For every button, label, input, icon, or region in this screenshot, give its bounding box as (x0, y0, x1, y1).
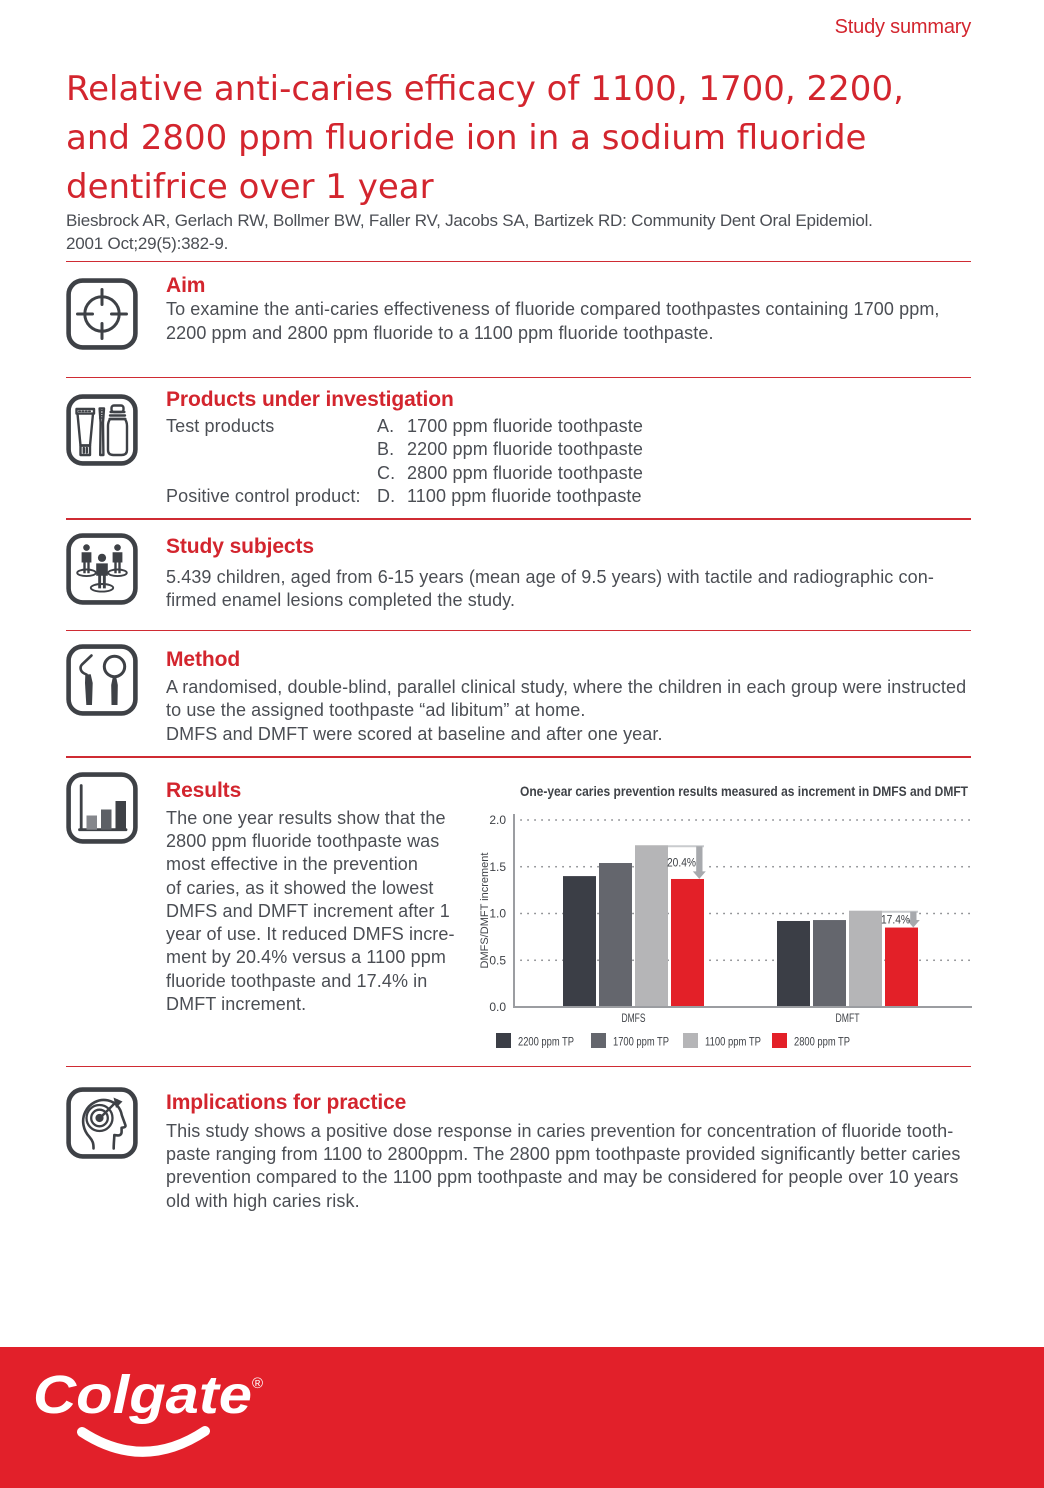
bar-chart-icon (66, 771, 138, 844)
section-divider (66, 1065, 971, 1068)
product-row-text: 2200 ppm fluoride toothpaste (407, 439, 643, 460)
section-heading-aim: Aim (166, 274, 206, 298)
product-row-letter: B. (377, 439, 395, 460)
legend-swatch-2800-ppm-TP (772, 1032, 787, 1048)
product-row: B. 2200 ppm fluoride toothpaste (166, 438, 996, 461)
section-heading-results: Results (166, 779, 242, 803)
section-heading-products: Products under investigation (166, 387, 454, 411)
legend-label: 2200 ppm TP (518, 1034, 574, 1048)
section-subjects: Study subjects 5.439 children, aged from… (66, 518, 971, 629)
product-row-letter: C. (377, 462, 396, 483)
legend-label: 1100 ppm TP (705, 1034, 761, 1048)
bar-DMFT-1100-ppm-TP (849, 910, 882, 1006)
section-divider (66, 518, 971, 520)
product-row-label: Test products (166, 416, 275, 437)
section-divider (66, 260, 971, 263)
y-tick-label: 0.0 (489, 1000, 506, 1014)
section-heading-subjects: Study subjects (166, 535, 314, 559)
colgate-logo: Colgate ® (33, 1365, 263, 1457)
section-divider (66, 376, 971, 379)
bar-DMFS-2200-ppm-TP (563, 876, 596, 1006)
head-target-icon (66, 1086, 138, 1159)
product-row-text: 1100 ppm fluoride toothpaste (407, 486, 642, 507)
target-icon (66, 277, 138, 350)
bar-DMFT-1700-ppm-TP (813, 920, 846, 1006)
annotation-arrow-head (692, 871, 706, 879)
bar-DMFS-1100-ppm-TP (635, 845, 668, 1006)
bar-DMFS-2800-ppm-TP (671, 878, 704, 1006)
colgate-logo-text: Colgate (33, 1365, 252, 1425)
aim-text: To examine the anti-caries effectiveness… (166, 299, 940, 343)
results-bar-chart: One-year caries prevention results measu… (479, 783, 973, 1048)
annotation-box (882, 910, 918, 928)
x-axis-label: DMFS (622, 1011, 646, 1025)
y-tick-label: 1.0 (489, 906, 506, 920)
x-axis-label: DMFT (836, 1011, 860, 1025)
section-method: Method A randomised, double-blind, paral… (66, 629, 971, 756)
people-icon (66, 533, 138, 605)
chart-title: One-year caries prevention results measu… (520, 783, 968, 799)
section-heading-implications: Implications for practice (166, 1091, 407, 1114)
colgate-smile-swoosh (77, 1426, 210, 1457)
legend-swatch-2200-ppm-TP (496, 1032, 511, 1048)
annotation-label: 20.4% (667, 856, 696, 870)
citation: Biesbrock AR, Gerlach RW, Bollmer BW, Fa… (66, 211, 873, 253)
product-row-text: 1700 ppm fluoride toothpaste (407, 416, 643, 437)
bar-DMFT-2800-ppm-TP (885, 927, 918, 1006)
product-row: Positive control product: D. 1100 ppm fluo… (166, 485, 996, 508)
annotation-arrow-shaft (696, 846, 703, 872)
section-divider (66, 629, 971, 632)
annotation-label: 17.4% (881, 913, 910, 927)
y-tick-label: 2.0 (489, 813, 506, 827)
product-row: Test products A. 1700 ppm fluoride toothpa… (166, 415, 996, 438)
y-tick-label: 1.5 (489, 860, 506, 874)
section-heading-method: Method (166, 648, 241, 672)
implications-text: This study shows a positive dose respons… (166, 1120, 961, 1211)
annotation-arrow-head (906, 920, 920, 928)
product-row-text: 2800 ppm fluoride toothpaste (407, 462, 643, 483)
y-tick-label: 0.5 (489, 953, 506, 967)
kicker: Study summary (834, 16, 972, 38)
footer-band: Colgate ® (0, 1347, 1044, 1488)
section-divider (66, 756, 971, 758)
legend-swatch-1100-ppm-TP (683, 1032, 698, 1048)
dental-tools-icon (66, 644, 138, 716)
product-row-letter: D. (377, 486, 396, 507)
product-row-label: Positive control product: (166, 486, 361, 507)
section-aim: Aim To examine the anti-caries effective… (66, 260, 971, 377)
annotation-arrow-shaft (910, 911, 917, 921)
method-text: A randomised, double-blind, parallel cli… (166, 677, 967, 744)
subjects-text: 5.439 children, aged from 6-15 years (me… (166, 567, 934, 611)
bar-DMFS-1700-ppm-TP (599, 862, 632, 1006)
results-text: The one year results show that the 2800 … (166, 807, 455, 1015)
section-results: Results The one year results show that t… (66, 756, 973, 1065)
toothpaste-products-icon (66, 393, 138, 466)
legend-swatch-1700-ppm-TP (591, 1032, 606, 1048)
bar-DMFT-2200-ppm-TP (777, 920, 810, 1006)
legend-label: 2800 ppm TP (794, 1034, 850, 1048)
legend-label: 1700 ppm TP (613, 1034, 669, 1048)
registered-mark: ® (252, 1375, 263, 1392)
product-row-letter: A. (377, 416, 395, 437)
y-axis-title: DMFS/DMFT increment (479, 853, 491, 969)
section-products: Products under investigation Test produc… (66, 376, 971, 518)
page-title: Relative anti-caries efficacy of 1100, 1… (66, 69, 904, 208)
section-implications: Implications for practice This study sho… (66, 1065, 971, 1216)
product-row: C. 2800 ppm fluoride toothpaste (166, 462, 996, 485)
